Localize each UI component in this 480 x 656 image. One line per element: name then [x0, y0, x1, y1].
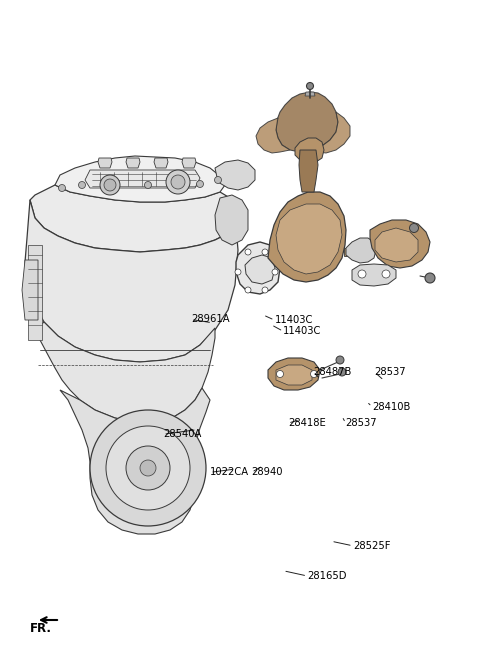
- Polygon shape: [295, 138, 324, 163]
- Polygon shape: [299, 150, 318, 192]
- Text: 28525F: 28525F: [353, 541, 390, 551]
- Polygon shape: [25, 200, 238, 362]
- Polygon shape: [154, 158, 168, 168]
- Text: FR.: FR.: [30, 622, 52, 635]
- Polygon shape: [35, 322, 215, 422]
- Circle shape: [79, 182, 85, 188]
- Text: 28940: 28940: [252, 467, 283, 478]
- Polygon shape: [182, 158, 196, 168]
- Text: 28487B: 28487B: [313, 367, 351, 377]
- Circle shape: [382, 270, 390, 278]
- Text: 28165D: 28165D: [307, 571, 347, 581]
- Polygon shape: [276, 365, 312, 385]
- Polygon shape: [30, 185, 235, 252]
- Text: 11403C: 11403C: [283, 326, 322, 337]
- Polygon shape: [245, 255, 275, 284]
- Text: 1022CA: 1022CA: [210, 467, 250, 478]
- Text: 28537: 28537: [374, 367, 406, 377]
- Polygon shape: [305, 92, 315, 96]
- Circle shape: [106, 426, 190, 510]
- Circle shape: [90, 410, 206, 526]
- Polygon shape: [276, 204, 342, 274]
- Circle shape: [215, 176, 221, 184]
- Circle shape: [171, 175, 185, 189]
- Circle shape: [425, 273, 435, 283]
- Text: 28410B: 28410B: [372, 401, 410, 412]
- Polygon shape: [236, 242, 280, 294]
- Text: 28418E: 28418E: [288, 418, 326, 428]
- Polygon shape: [126, 158, 140, 168]
- Polygon shape: [370, 220, 430, 268]
- Polygon shape: [256, 118, 290, 153]
- Polygon shape: [98, 158, 112, 168]
- Text: 28540A: 28540A: [163, 429, 202, 440]
- Circle shape: [276, 371, 284, 377]
- Circle shape: [409, 224, 419, 232]
- Text: 28537: 28537: [346, 418, 377, 428]
- Polygon shape: [215, 195, 248, 245]
- Polygon shape: [310, 112, 350, 153]
- Text: 11403C: 11403C: [275, 315, 313, 325]
- Circle shape: [144, 182, 152, 188]
- Polygon shape: [215, 160, 255, 190]
- Polygon shape: [352, 264, 396, 286]
- Circle shape: [272, 269, 278, 275]
- Circle shape: [336, 356, 344, 364]
- Text: 28961A: 28961A: [191, 314, 229, 325]
- Polygon shape: [55, 156, 225, 202]
- Circle shape: [311, 371, 317, 377]
- Circle shape: [307, 83, 313, 89]
- Circle shape: [245, 287, 251, 293]
- Circle shape: [245, 249, 251, 255]
- Circle shape: [235, 269, 241, 275]
- Polygon shape: [22, 260, 38, 320]
- Circle shape: [104, 179, 116, 191]
- Circle shape: [338, 368, 346, 376]
- Circle shape: [140, 460, 156, 476]
- Polygon shape: [346, 238, 376, 263]
- Circle shape: [100, 175, 120, 195]
- Polygon shape: [60, 388, 210, 534]
- Polygon shape: [344, 248, 370, 256]
- Polygon shape: [28, 245, 42, 340]
- Polygon shape: [85, 170, 200, 188]
- Polygon shape: [268, 358, 320, 390]
- Circle shape: [358, 270, 366, 278]
- Polygon shape: [276, 92, 338, 152]
- Circle shape: [262, 287, 268, 293]
- Circle shape: [126, 446, 170, 490]
- Circle shape: [262, 249, 268, 255]
- Polygon shape: [375, 228, 418, 262]
- Circle shape: [196, 180, 204, 188]
- Circle shape: [166, 170, 190, 194]
- Polygon shape: [268, 192, 346, 282]
- Circle shape: [59, 184, 65, 192]
